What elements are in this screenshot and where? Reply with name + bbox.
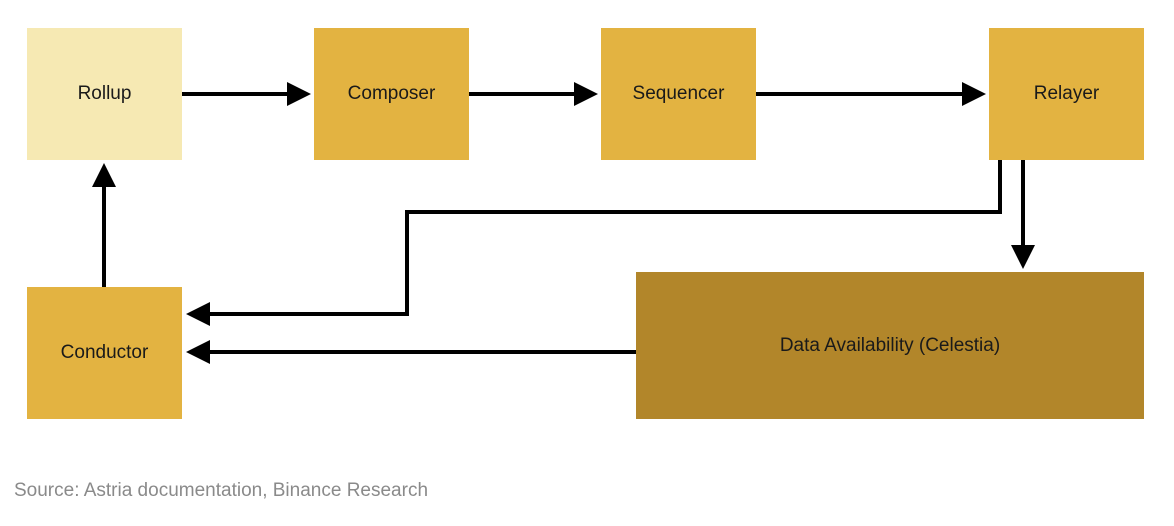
node-relayer: Relayer <box>989 28 1144 160</box>
node-composer-label: Composer <box>348 83 436 105</box>
node-conductor: Conductor <box>27 287 182 419</box>
node-data-availability: Data Availability (Celestia) <box>636 272 1144 419</box>
node-rollup: Rollup <box>27 28 182 160</box>
node-da-label: Data Availability (Celestia) <box>780 335 1000 357</box>
node-relayer-label: Relayer <box>1034 83 1099 105</box>
source-text: Source: Astria documentation, Binance Re… <box>14 480 428 501</box>
source-attribution: Source: Astria documentation, Binance Re… <box>14 480 428 502</box>
node-composer: Composer <box>314 28 469 160</box>
node-sequencer-label: Sequencer <box>633 83 725 105</box>
node-rollup-label: Rollup <box>78 83 132 105</box>
node-sequencer: Sequencer <box>601 28 756 160</box>
diagram-canvas: Rollup Composer Sequencer Relayer Conduc… <box>0 0 1174 526</box>
node-conductor-label: Conductor <box>61 342 149 364</box>
